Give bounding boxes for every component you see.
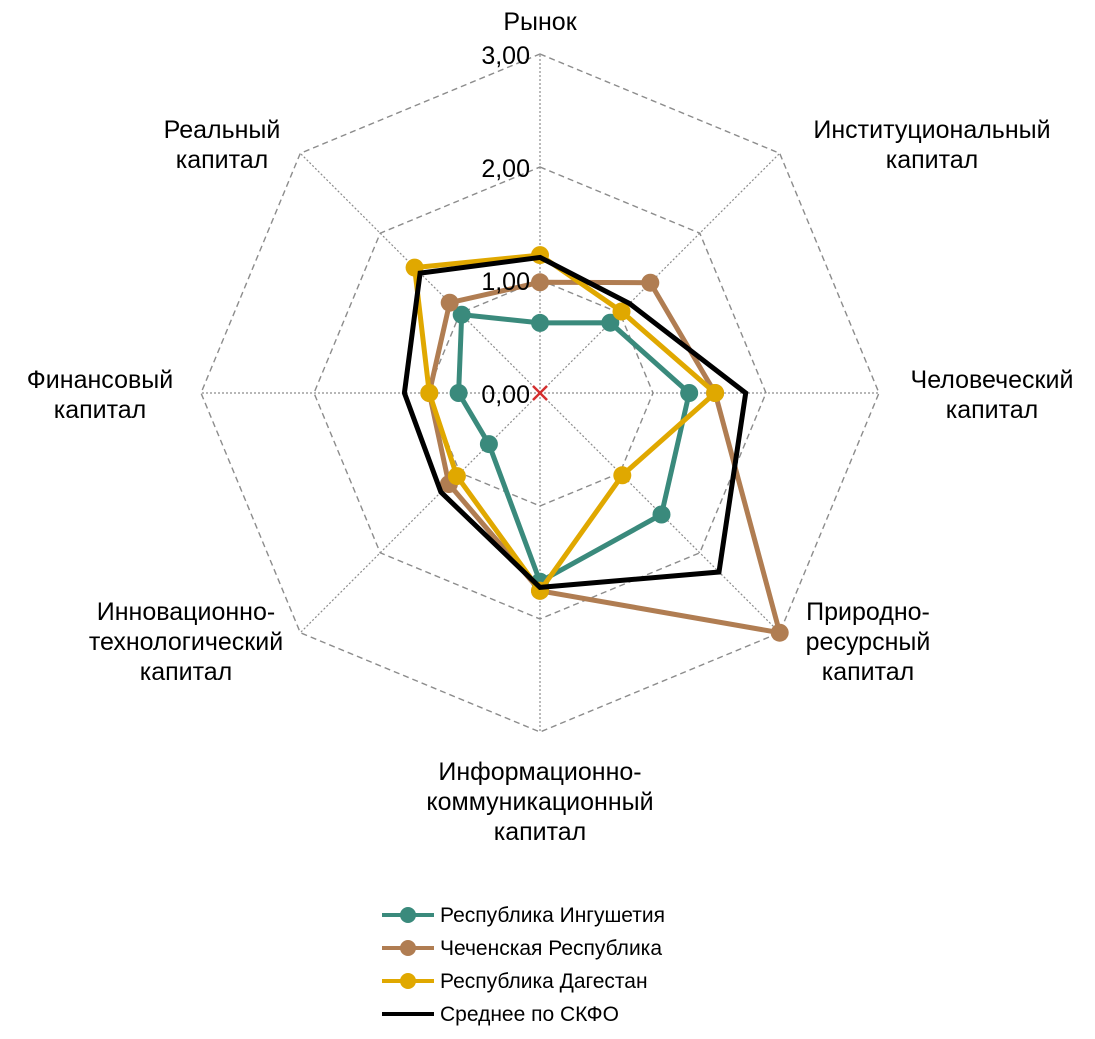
category-label-line: Реальный xyxy=(164,116,281,144)
category-label-line: капитал xyxy=(140,658,233,686)
data-point xyxy=(706,384,725,402)
category-label-line: капитал xyxy=(886,146,979,174)
series-3 xyxy=(401,254,749,590)
legend-label: Чеченская Республика xyxy=(440,937,662,960)
legend-entry: Республика Дагестан xyxy=(382,970,648,993)
legend-label: Республика Ингушетия xyxy=(440,904,665,927)
category-label: Институциональный капитал xyxy=(813,116,1050,174)
category-label-line: капитал xyxy=(494,818,587,846)
category-label-line: капитал xyxy=(822,658,915,686)
category-label: Инновационно-технологический капитал xyxy=(89,598,283,686)
category-label-line: ресурсный xyxy=(806,628,931,656)
legend-marker xyxy=(400,940,416,956)
data-point xyxy=(531,273,549,292)
tick-label: 3,00 xyxy=(481,42,530,70)
data-point xyxy=(440,293,459,312)
chart-legend: Республика Ингушетия Чеченская Республика… xyxy=(382,904,665,1026)
grid-spoke xyxy=(299,392,541,634)
category-label: Финансовый капитал xyxy=(27,366,173,424)
center-marker-stroke xyxy=(532,385,548,401)
category-label-line: Информационно- xyxy=(438,758,641,786)
grid-ring xyxy=(200,53,880,733)
legend-marker xyxy=(400,973,416,989)
radar-tick-labels: 0,00 1,00 2,00 3,00 xyxy=(481,42,530,409)
data-point xyxy=(452,305,471,324)
data-point xyxy=(641,273,660,292)
category-label-line: коммуникационный xyxy=(426,788,653,816)
category-label-line: Институциональный xyxy=(813,116,1050,144)
data-point xyxy=(652,505,671,524)
legend-entry: Среднее по СКФО xyxy=(382,1003,619,1026)
category-label-line: Инновационно- xyxy=(97,598,275,626)
data-point xyxy=(447,467,466,486)
category-label-line: технологический xyxy=(89,628,283,656)
tick-label: 0,00 xyxy=(481,381,530,409)
series-2 xyxy=(405,246,725,600)
data-point xyxy=(680,384,699,402)
category-label-line: Рынок xyxy=(503,8,577,36)
category-label-line: Природно- xyxy=(806,598,930,626)
category-label-line: капитал xyxy=(176,146,269,174)
category-label-line: капитал xyxy=(54,396,147,424)
center-marker xyxy=(532,385,548,401)
category-label: Природно-ресурсный капитал xyxy=(806,598,931,686)
data-point xyxy=(601,313,620,332)
tick-label: 2,00 xyxy=(481,155,530,183)
data-point xyxy=(479,435,498,454)
grid-spoke xyxy=(539,152,781,394)
legend-label: Среднее по СКФО xyxy=(440,1003,619,1026)
data-point xyxy=(420,384,439,402)
category-label: Человеческий капитал xyxy=(911,366,1074,424)
data-point xyxy=(613,466,632,485)
category-label: Информационно-коммуникационный капитал xyxy=(426,758,653,846)
legend-entry: Республика Ингушетия xyxy=(382,904,665,927)
category-label-line: капитал xyxy=(946,396,1039,424)
category-label: Реальный капитал xyxy=(164,116,281,174)
category-label-line: Финансовый xyxy=(27,366,173,394)
data-point xyxy=(770,623,789,642)
series-line xyxy=(411,252,719,596)
data-point xyxy=(449,384,468,402)
category-label: Рынок xyxy=(503,8,577,36)
series-line xyxy=(401,254,749,590)
data-point xyxy=(612,302,631,321)
legend-label: Республика Дагестан xyxy=(440,970,648,993)
tick-label: 1,00 xyxy=(481,268,530,296)
category-label-line: Человеческий xyxy=(911,366,1074,394)
radar-series xyxy=(401,246,789,642)
legend-marker xyxy=(400,907,416,923)
data-point xyxy=(531,313,549,332)
legend-entry: Чеченская Республика xyxy=(382,937,662,960)
